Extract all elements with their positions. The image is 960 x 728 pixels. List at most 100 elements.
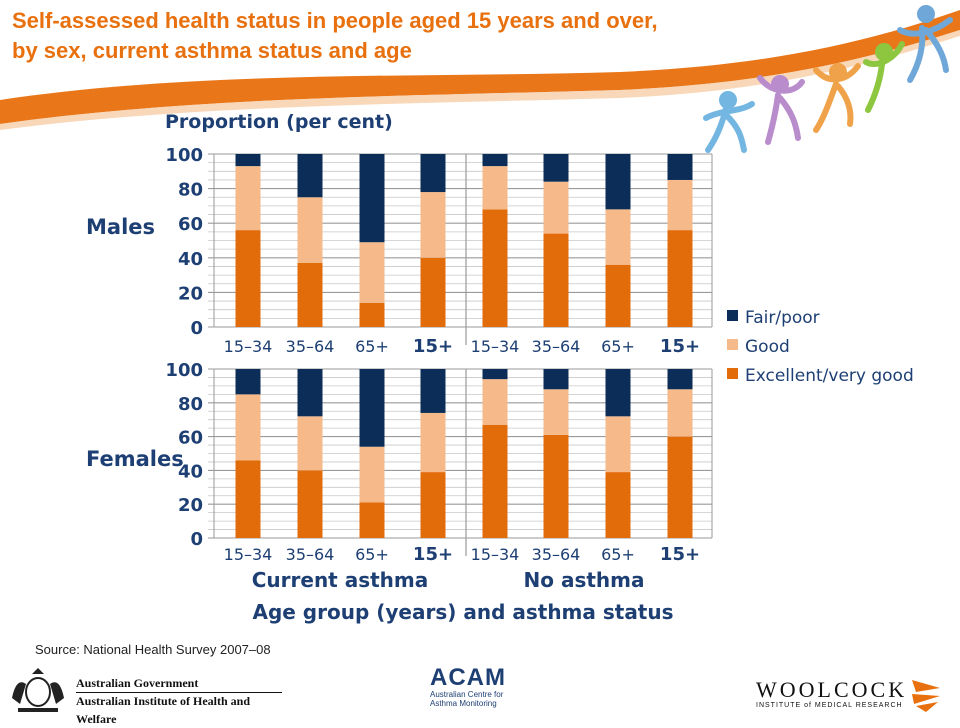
bar-segment	[359, 242, 385, 303]
y-tick-label: 80	[178, 394, 203, 415]
y-tick-label: 0	[190, 318, 203, 339]
legend-swatch	[727, 368, 738, 379]
bar-segment	[297, 416, 323, 471]
bar-segment	[482, 379, 508, 425]
bar-segment	[543, 233, 569, 327]
woolcock-mark-icon	[912, 680, 940, 712]
group-label: No asthma	[524, 568, 645, 592]
acam-logo: ACAM Australian Centre for Asthma Monito…	[430, 666, 540, 714]
group-label: Current asthma	[252, 568, 429, 592]
gov-line-2: Australian Institute of Health and Welfa…	[76, 694, 251, 726]
x-tick-label: 65+	[355, 545, 389, 564]
panel-label: Males	[86, 215, 155, 239]
legend-label: Excellent/very good	[745, 366, 914, 386]
bar-segment	[359, 446, 385, 503]
bar-segment	[482, 209, 508, 327]
page-title: Self-assessed health status in people ag…	[12, 6, 832, 66]
x-tick-label: 15–34	[471, 545, 520, 564]
bar-segment	[667, 369, 693, 390]
acam-name: ACAM	[430, 664, 506, 691]
bar-segment	[482, 369, 508, 380]
x-tick-label: 35–64	[286, 337, 335, 356]
x-tick-label: 65+	[601, 337, 635, 356]
y-axis-title: Proportion (per cent)	[165, 111, 393, 133]
bar-segment	[297, 470, 323, 538]
bar-segment	[543, 434, 569, 538]
coat-of-arms-icon	[12, 668, 64, 712]
x-axis-title: Age group (years) and asthma status	[252, 600, 673, 624]
gov-divider	[76, 692, 282, 693]
y-tick-label: 60	[178, 214, 203, 235]
bar-segment	[667, 179, 693, 231]
x-tick-label: 15+	[413, 544, 453, 565]
bar-segment	[482, 166, 508, 210]
bar-segment	[359, 154, 385, 243]
bar-segment	[667, 436, 693, 538]
bar-segment	[235, 230, 261, 327]
woolcock-sub: INSTITUTE of MEDICAL RESEARCH	[756, 702, 903, 709]
australian-government-logo: Australian Government Australian Institu…	[8, 664, 288, 726]
y-tick-label: 20	[178, 495, 203, 516]
bar-segment	[235, 166, 261, 231]
bar-segment	[667, 154, 693, 180]
y-tick-label: 20	[178, 283, 203, 304]
source-note: Source: National Health Survey 2007–08	[35, 642, 271, 657]
bar-segment	[297, 197, 323, 263]
y-tick-label: 60	[178, 428, 203, 449]
bar-segment	[420, 257, 446, 327]
x-tick-label: 35–64	[532, 545, 581, 564]
bar-segment	[420, 192, 446, 258]
x-tick-label: 15–34	[471, 337, 520, 356]
y-tick-label: 40	[178, 461, 203, 482]
legend-swatch	[727, 339, 738, 350]
x-tick-label: 15+	[413, 336, 453, 357]
bar-segment	[543, 369, 569, 390]
y-tick-label: 100	[165, 360, 203, 381]
gov-line-1: Australian Government	[76, 676, 199, 690]
title-line-2: by sex, current asthma status and age	[12, 38, 412, 63]
x-tick-label: 15–34	[224, 545, 273, 564]
bar-segment	[605, 472, 631, 538]
bar-segment	[667, 389, 693, 437]
bar-segment	[667, 230, 693, 327]
x-tick-label: 35–64	[532, 337, 581, 356]
title-line-1: Self-assessed health status in people ag…	[12, 8, 658, 33]
bar-segment	[605, 154, 631, 210]
x-tick-label: 35–64	[286, 545, 335, 564]
bar-segment	[235, 369, 261, 395]
y-tick-label: 80	[178, 180, 203, 201]
y-tick-label: 0	[190, 529, 203, 550]
bar-segment	[605, 264, 631, 327]
woolcock-name: WOOLCOCK	[756, 677, 908, 702]
bar-segment	[420, 369, 446, 413]
acam-sub-1: Australian Centre for	[430, 690, 504, 699]
panel-label: Females	[86, 447, 184, 471]
legend-swatch	[727, 310, 738, 321]
bar-segment	[420, 412, 446, 473]
bar-segment	[543, 154, 569, 182]
bar-segment	[359, 369, 385, 447]
x-tick-label: 65+	[601, 545, 635, 564]
bar-segment	[605, 209, 631, 265]
bar-segment	[297, 369, 323, 417]
bar-segment	[605, 416, 631, 473]
bar-segment	[359, 302, 385, 327]
dancing-figures-icon	[703, 5, 953, 153]
woolcock-logo: WOOLCOCK INSTITUTE of MEDICAL RESEARCH	[756, 676, 956, 716]
x-tick-label: 15+	[660, 544, 700, 565]
x-tick-label: 15+	[660, 336, 700, 357]
bar-segment	[420, 472, 446, 538]
bar-segment	[420, 154, 446, 193]
bar-segment	[482, 424, 508, 538]
bar-segment	[297, 262, 323, 327]
bar-segment	[297, 154, 323, 198]
legend-label: Good	[745, 337, 790, 357]
bar-segment	[235, 394, 261, 461]
bar-segment	[605, 369, 631, 417]
x-tick-label: 65+	[355, 337, 389, 356]
bar-segment	[359, 502, 385, 538]
bar-segment	[543, 389, 569, 435]
y-tick-label: 100	[165, 145, 203, 166]
